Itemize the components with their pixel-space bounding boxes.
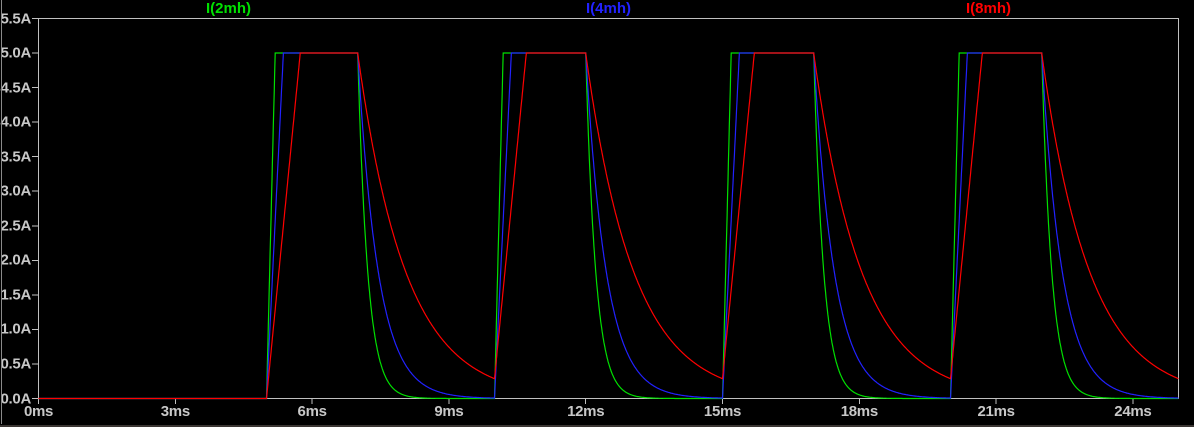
trace-i8mh xyxy=(38,52,1179,400)
trace-i2mh xyxy=(38,52,1179,400)
x-tick-label: 12ms xyxy=(567,403,605,420)
x-tick-label: 24ms xyxy=(1114,403,1152,420)
x-tick-label: 9ms xyxy=(434,403,464,420)
x-tick-label: 6ms xyxy=(297,403,327,420)
y-tick-label: 0.5A xyxy=(0,355,32,373)
x-tick-label: 21ms xyxy=(977,403,1015,420)
legend-trace-i4mh[interactable]: I(4mh) xyxy=(586,0,631,17)
x-tick-label: 0ms xyxy=(23,403,54,420)
y-tick-label: 3.0A xyxy=(0,182,32,200)
y-tick-label: 0.0A xyxy=(0,390,32,407)
y-tick-label: 5.5A xyxy=(0,10,32,27)
plot-border xyxy=(38,18,1179,399)
x-tick-label: 3ms xyxy=(160,403,190,420)
y-tick-label: 4.0A xyxy=(0,113,32,131)
y-tick-label: 1.0A xyxy=(0,320,32,338)
y-tick-label: 1.5A xyxy=(0,286,32,304)
y-tick-label: 3.5A xyxy=(0,148,32,166)
y-tick-label: 5.0A xyxy=(0,44,32,62)
y-tick-label: 2.0A xyxy=(0,251,32,269)
legend-trace-i2mh[interactable]: I(2mh) xyxy=(206,0,251,17)
trace-i4mh xyxy=(38,52,1179,400)
x-tick-label: 15ms xyxy=(703,403,742,420)
y-tick-label: 2.5A xyxy=(0,217,32,235)
x-tick-label: 18ms xyxy=(840,403,878,420)
y-tick-label: 4.5A xyxy=(0,79,32,97)
taskbar-edge-strip xyxy=(0,425,1194,427)
legend-trace-i8mh[interactable]: I(8mh) xyxy=(966,0,1011,17)
window-border-left xyxy=(1,0,2,424)
